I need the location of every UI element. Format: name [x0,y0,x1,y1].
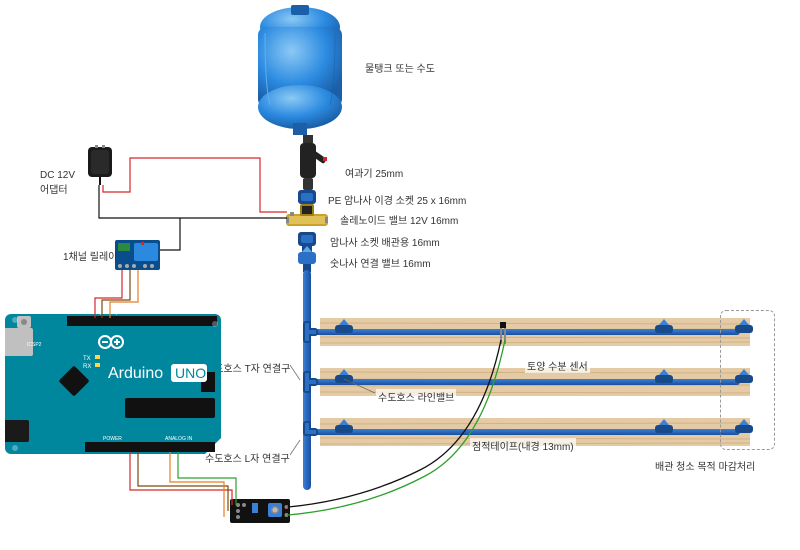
wiring [0,0,800,550]
